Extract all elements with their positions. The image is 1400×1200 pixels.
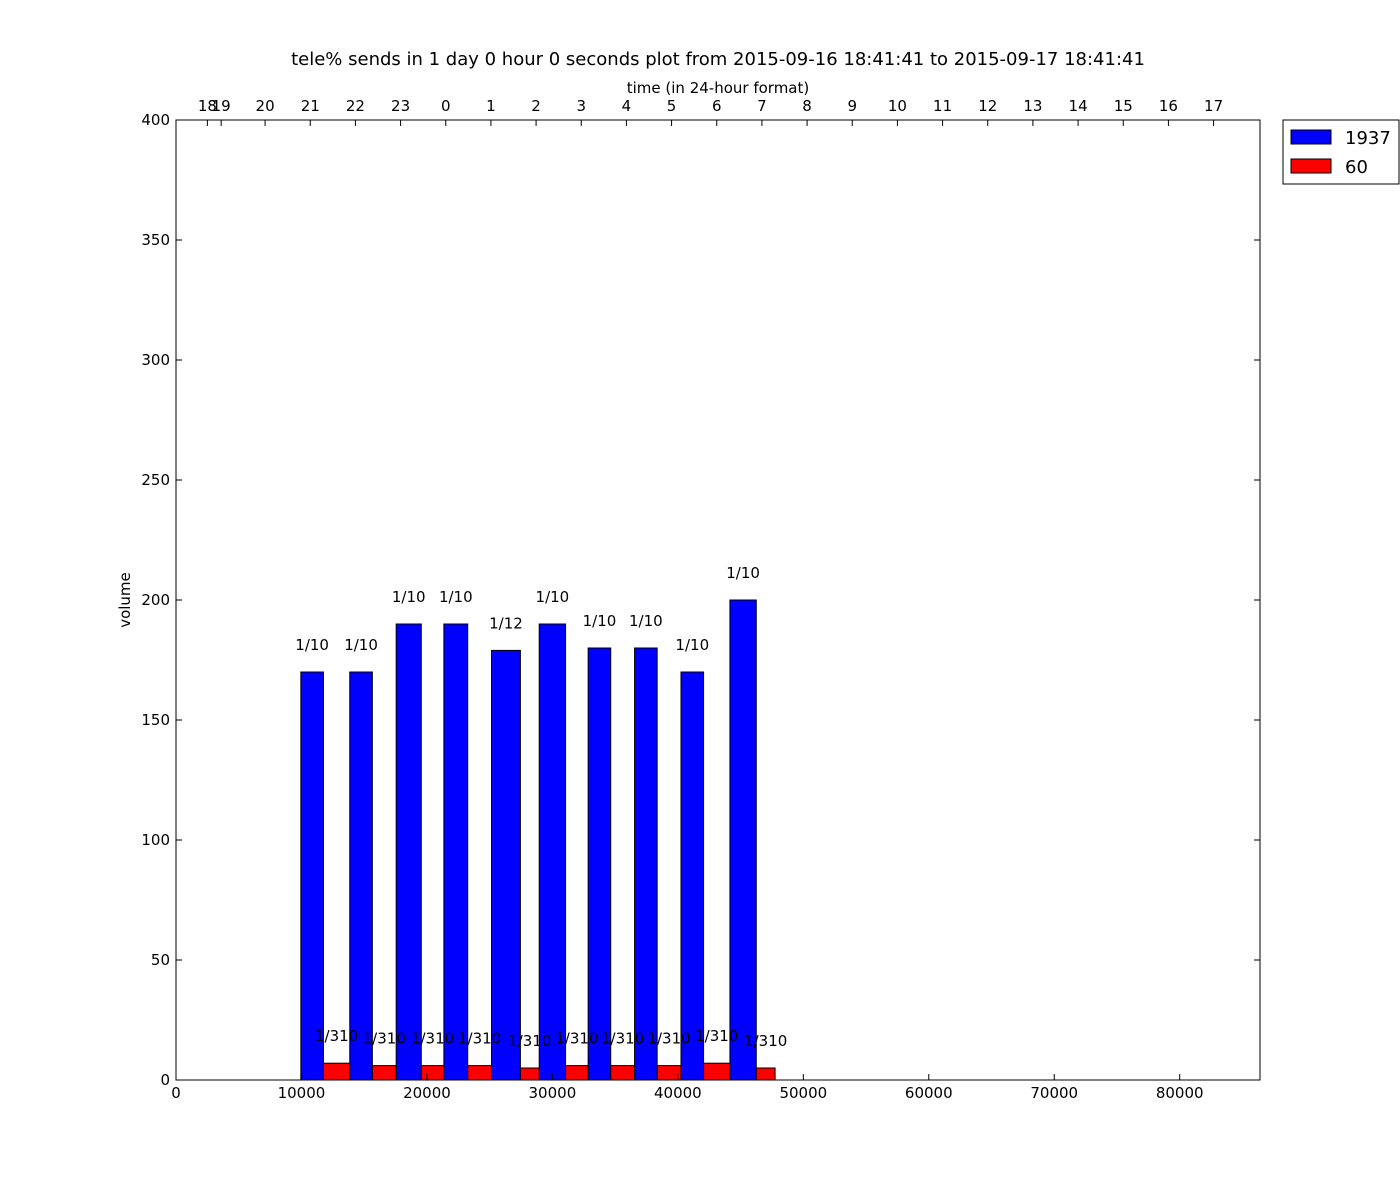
top-axis-label: time (in 24-hour format) [627,79,809,97]
top-tick-label-11: 5 [667,97,677,115]
y-tick-label-4: 200 [141,591,170,609]
top-tick-label-19: 13 [1023,97,1042,115]
bar-label-60-6: 1/310 [601,1030,644,1048]
top-tick-label-22: 16 [1159,97,1178,115]
bar-label-1937-4: 1/12 [489,614,523,632]
bar-1937-7 [634,647,658,1081]
x-tick-label-8: 80000 [1156,1084,1204,1102]
bar-label-60-0: 1/310 [315,1027,358,1045]
bar-label-1937-9: 1/10 [726,564,760,582]
y-tick-label-7: 350 [141,231,170,249]
bar-label-60-4: 1/310 [508,1032,551,1050]
bar-label-1937-5: 1/10 [536,588,570,606]
bar-60-5 [565,1065,589,1081]
top-tick-label-6: 0 [441,97,451,115]
top-tick-label-14: 8 [802,97,812,115]
bar-1937-0 [300,671,324,1081]
legend-swatch-60 [1290,158,1332,174]
bar-label-1937-0: 1/10 [295,636,329,654]
bar-label-1937-6: 1/10 [583,612,617,630]
top-tick-label-12: 6 [712,97,722,115]
bar-1937-5 [538,623,567,1081]
bar-60-2 [420,1065,445,1081]
chart-title: tele% sends in 1 day 0 hour 0 seconds pl… [291,49,1145,70]
bar-60-3 [467,1065,493,1081]
top-tick-label-4: 22 [346,97,365,115]
bar-label-1937-1: 1/10 [344,636,378,654]
top-tick-label-16: 10 [888,97,907,115]
top-tick-label-23: 17 [1204,97,1223,115]
y-tick-label-0: 0 [160,1071,170,1089]
top-tick-label-17: 11 [933,97,952,115]
bar-label-60-2: 1/310 [411,1030,454,1048]
bar-60-9 [755,1067,776,1081]
top-tick-label-8: 2 [531,97,541,115]
bar-label-60-3: 1/310 [458,1030,501,1048]
bar-label-1937-2: 1/10 [392,588,426,606]
top-tick-label-3: 21 [301,97,320,115]
top-tick-label-13: 7 [757,97,767,115]
bar-60-4 [519,1067,540,1081]
top-tick-label-15: 9 [847,97,857,115]
x-tick-label-1: 10000 [278,1084,326,1102]
x-tick-label-6: 60000 [905,1084,953,1102]
bar-label-1937-8: 1/10 [675,636,709,654]
y-tick-label-3: 150 [141,711,170,729]
x-tick-label-7: 70000 [1030,1084,1078,1102]
bar-1937-4 [491,649,521,1081]
y-tick-label-6: 300 [141,351,170,369]
bar-label-1937-3: 1/10 [439,588,473,606]
y-axis-label: volume [116,572,134,628]
y-tick-label-1: 50 [151,951,170,969]
bar-label-1937-7: 1/10 [629,612,663,630]
bar-60-8 [703,1062,731,1081]
bar-label-60-5: 1/310 [555,1030,598,1048]
y-tick-label-2: 100 [141,831,170,849]
bar-1937-1 [349,671,373,1081]
bar-label-60-9: 1/310 [744,1032,787,1050]
x-tick-label-4: 40000 [654,1084,702,1102]
top-tick-label-10: 4 [622,97,632,115]
top-tick-label-2: 20 [256,97,275,115]
top-tick-label-0: 18 [198,97,217,115]
bar-label-60-1: 1/310 [363,1030,406,1048]
x-tick-label-0: 0 [171,1084,181,1102]
top-tick-label-18: 12 [978,97,997,115]
bar-60-1 [371,1065,397,1081]
bar-label-60-7: 1/310 [647,1030,690,1048]
top-tick-label-5: 23 [391,97,410,115]
top-tick-label-9: 3 [576,97,586,115]
bar-1937-6 [587,647,612,1081]
x-tick-label-3: 30000 [529,1084,577,1102]
legend-label-60: 60 [1345,157,1368,178]
plot-area [175,119,1261,1081]
legend-swatch-1937 [1290,129,1332,145]
bar-1937-8 [680,671,705,1081]
bar-1937-9 [729,599,757,1081]
x-tick-label-5: 50000 [779,1084,827,1102]
bars-layer: 1/10 1/10 1/10 1/10 1/12 1/10 1/10 1/10 1/10 1/10… [295,564,787,1081]
legend: 1937 60 [1282,119,1400,185]
bar-1937-3 [443,623,469,1081]
bar-1937-2 [395,623,422,1081]
y-tick-label-5: 250 [141,471,170,489]
bar-label-60-8: 1/310 [695,1027,738,1045]
top-tick-label-1: 19 [212,97,231,115]
legend-label-1937: 1937 [1345,128,1391,149]
top-tick-label-7: 1 [486,97,496,115]
bar-60-6 [610,1065,636,1081]
x-tick-label-2: 20000 [403,1084,451,1102]
y-tick-label-8: 400 [141,111,170,129]
top-tick-label-21: 15 [1114,97,1133,115]
top-tick-label-20: 14 [1069,97,1088,115]
bar-60-0 [322,1062,351,1081]
